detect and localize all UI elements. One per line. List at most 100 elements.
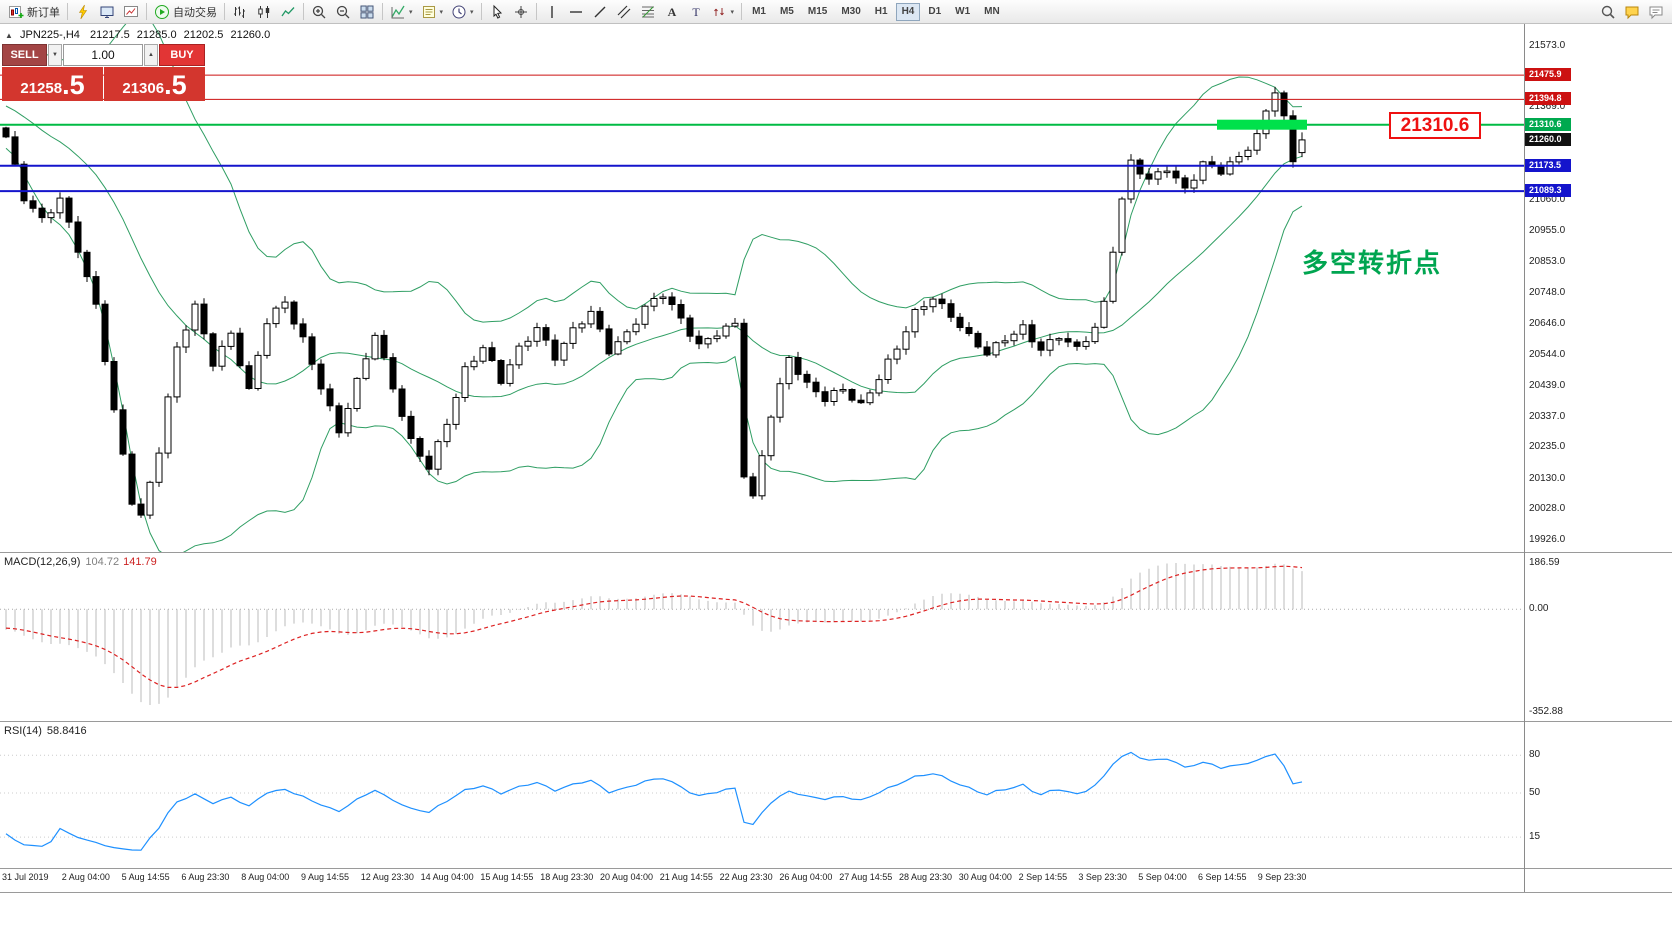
zoom-in-button[interactable]: [307, 2, 331, 22]
time-label: 15 Aug 14:55: [480, 872, 534, 882]
toolbar-separator: [480, 3, 482, 20]
autotrading-button[interactable]: 自动交易: [150, 2, 221, 22]
toolbar-separator: [382, 3, 383, 20]
vertical-line-icon: [550, 5, 553, 18]
arrows-button[interactable]: ▾: [708, 2, 739, 22]
timeframe-h1-button[interactable]: H1: [869, 3, 894, 21]
price-badge: 21173.5: [1525, 158, 1571, 172]
horizontal-line-button[interactable]: [564, 2, 588, 22]
panel-separator[interactable]: [0, 721, 1672, 722]
price-tick: 19926.0: [1529, 534, 1566, 545]
community-button[interactable]: [1644, 2, 1668, 22]
time-label: 8 Aug 04:00: [241, 872, 290, 882]
toolbar-separator: [146, 3, 147, 20]
market-watch-button[interactable]: [95, 2, 119, 22]
tile-windows-icon: [360, 5, 374, 18]
toolbar-separator: [67, 3, 68, 20]
dropdown-arrow-icon: ▾: [730, 8, 735, 16]
period-icon: [452, 5, 466, 18]
timeframe-mn-button[interactable]: MN: [978, 3, 1006, 21]
timeframe-m30-button[interactable]: M30: [835, 3, 866, 21]
time-label: 21 Aug 14:55: [659, 872, 713, 882]
dropdown-arrow-icon: ▾: [470, 8, 474, 16]
timeframe-m1-button[interactable]: M1: [746, 3, 772, 21]
time-label: 9 Aug 14:55: [301, 872, 350, 882]
channel-button[interactable]: [612, 2, 636, 22]
price-tick: 20646.0: [1529, 318, 1566, 330]
volume-up-button[interactable]: ▲: [144, 44, 158, 66]
timeframe-w1-button[interactable]: W1: [949, 3, 976, 21]
vertical-line-button[interactable]: [540, 2, 564, 22]
buy-price-main: 21306: [122, 80, 165, 97]
rsi-value: 58.8416: [46, 725, 87, 737]
trendline-button[interactable]: [588, 2, 612, 22]
time-label: 30 Aug 04:00: [958, 872, 1012, 882]
timeframe-m15-button[interactable]: M15: [802, 3, 833, 21]
time-label: 5 Sep 04:00: [1138, 872, 1187, 882]
text-button[interactable]: A: [660, 2, 684, 22]
sell-price[interactable]: 21258.5: [2, 67, 103, 101]
time-label: 18 Aug 23:30: [540, 872, 594, 882]
fibonacci-button[interactable]: [636, 2, 660, 22]
main-chart[interactable]: [0, 24, 1672, 552]
quick-trade-button[interactable]: [71, 2, 95, 22]
chat-button[interactable]: [1620, 2, 1644, 22]
volume-down-button[interactable]: ▼: [48, 44, 62, 66]
time-label: 28 Aug 23:30: [899, 872, 953, 882]
periods-button[interactable]: ▾: [447, 2, 478, 22]
timeframe-d1-button[interactable]: D1: [922, 3, 947, 21]
macd-label: MACD(12,26,9): [4, 556, 81, 568]
new-order-button[interactable]: 新订单: [4, 2, 64, 22]
timeframe-m5-button[interactable]: M5: [774, 3, 800, 21]
macd-axis-label: 0.00: [1529, 603, 1549, 615]
collapse-panel-icon[interactable]: ▲: [5, 31, 13, 40]
time-label: 20 Aug 04:00: [600, 872, 654, 882]
buy-price[interactable]: 21306.5: [104, 67, 205, 101]
toolbar-group-draw: A T ▾: [540, 2, 739, 22]
new-chart-button[interactable]: [119, 2, 143, 22]
macd-value-main: 104.72: [85, 556, 120, 568]
symbol-header: ▲ JPN225-,H4 21217.5 21285.0 21202.5 212…: [5, 29, 274, 41]
ohlc-open: 21217.5: [89, 29, 130, 41]
indicators-button[interactable]: ▾: [386, 2, 417, 22]
buy-price-pips: .5: [164, 70, 187, 100]
price-tick: 21573.0: [1529, 40, 1566, 51]
price-tick: 20853.0: [1529, 255, 1566, 267]
toolbar-right-items: [1596, 2, 1668, 22]
time-label: 27 Aug 14:55: [839, 872, 893, 882]
monitor-icon: [100, 6, 114, 18]
panel-separator[interactable]: [0, 552, 1672, 553]
ohlc-low: 21202.5: [183, 29, 224, 41]
label-button[interactable]: T: [684, 2, 708, 22]
chart-add-icon: [124, 5, 138, 17]
time-label: 2 Sep 14:55: [1018, 872, 1068, 882]
price-tick: 20748.0: [1529, 287, 1566, 299]
search-button[interactable]: [1596, 2, 1620, 22]
cursor-button[interactable]: [485, 2, 509, 22]
trend-note-annotation[interactable]: 多空转折点: [1302, 248, 1443, 278]
time-label: 3 Sep 23:30: [1078, 872, 1127, 882]
candlestick-chart-button[interactable]: [252, 2, 276, 22]
price-axis-border: [1524, 24, 1525, 892]
buy-button[interactable]: BUY: [159, 44, 205, 66]
rsi-label: RSI(14): [4, 725, 42, 737]
channel-icon: [617, 5, 630, 18]
time-label: 2 Aug 04:00: [61, 872, 110, 882]
price-level-annotation[interactable]: 21310.6: [1389, 112, 1481, 139]
templates-button[interactable]: ▾: [417, 2, 448, 22]
sell-button[interactable]: SELL: [2, 44, 47, 66]
tile-windows-button[interactable]: [355, 2, 379, 22]
crosshair-button[interactable]: [509, 2, 533, 22]
volume-input[interactable]: [63, 44, 143, 66]
rsi-indicator-panel[interactable]: [0, 722, 1672, 868]
toolbar-separator: [303, 3, 304, 20]
toolbar-group-chart-type: [228, 2, 300, 22]
time-label: 14 Aug 04:00: [420, 872, 474, 882]
bar-chart-button[interactable]: [228, 2, 252, 22]
time-label: 31 Jul 2019: [2, 872, 49, 882]
zoom-out-button[interactable]: [331, 2, 355, 22]
horizontal-line-icon: [569, 10, 582, 13]
line-chart-button[interactable]: [276, 2, 300, 22]
timeframe-h4-button[interactable]: H4: [895, 2, 921, 21]
macd-indicator-panel[interactable]: [0, 553, 1672, 721]
